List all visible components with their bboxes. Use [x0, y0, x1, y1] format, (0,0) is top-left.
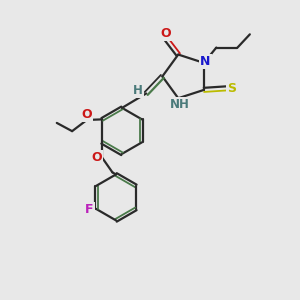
Text: F: F: [85, 203, 94, 216]
Text: H: H: [133, 84, 143, 97]
Text: NH: NH: [170, 98, 190, 111]
Text: O: O: [82, 108, 92, 121]
Text: O: O: [92, 151, 102, 164]
Text: S: S: [227, 82, 236, 95]
Text: N: N: [200, 55, 211, 68]
Text: O: O: [160, 27, 171, 40]
